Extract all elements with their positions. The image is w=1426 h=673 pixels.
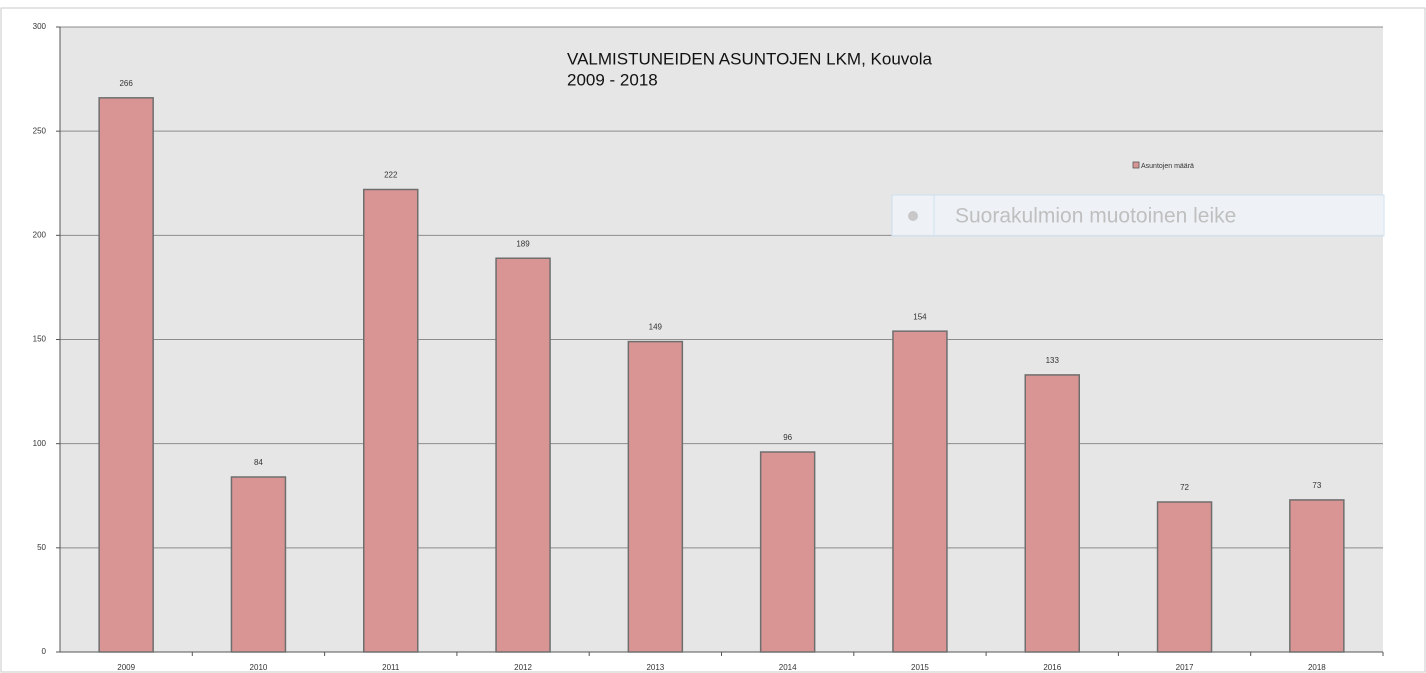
x-tick-label: 2009	[117, 663, 135, 672]
x-tick-label: 2012	[514, 663, 532, 672]
x-tick-label: 2016	[1043, 663, 1061, 672]
x-tick-label: 2014	[779, 663, 797, 672]
y-tick-label: 0	[42, 647, 47, 656]
x-tick-label: 2015	[911, 663, 929, 672]
x-tick-label: 2011	[382, 663, 400, 672]
data-label: 189	[516, 239, 530, 248]
annotation: Suorakulmion muotoinen leike	[955, 205, 1236, 228]
bar	[363, 188, 419, 653]
bar	[759, 451, 816, 653]
data-label: 154	[913, 312, 927, 321]
x-tick-label: 2013	[646, 663, 664, 672]
data-label: 84	[254, 458, 263, 467]
data-label: 72	[1180, 483, 1189, 492]
bar	[1024, 374, 1080, 653]
y-tick-label: 150	[33, 335, 47, 344]
y-tick-label: 50	[37, 543, 46, 552]
legend-swatch	[1132, 161, 1140, 169]
bar	[892, 330, 948, 653]
bar	[1289, 499, 1345, 653]
data-label: 73	[1312, 481, 1321, 490]
y-tick-label: 250	[33, 126, 47, 135]
bar	[98, 97, 154, 653]
bar	[1156, 501, 1213, 653]
bar	[627, 340, 684, 653]
data-label: 266	[119, 79, 133, 88]
y-tick-label: 100	[33, 439, 47, 448]
legend-label: Asuntojen määrä	[1141, 163, 1194, 170]
snip-box	[891, 194, 1385, 237]
chart-subtitle: 2009 - 2018	[567, 70, 658, 89]
x-tick-label: 2017	[1176, 663, 1194, 672]
bar	[495, 257, 551, 653]
bar	[230, 476, 287, 653]
y-tick-label: 300	[33, 22, 47, 31]
data-label: 149	[649, 323, 663, 332]
chart-title: VALMISTUNEIDEN ASUNTOJEN LKM, Kouvola	[567, 49, 933, 68]
data-label: 96	[783, 433, 792, 442]
x-tick-label: 2018	[1308, 663, 1326, 672]
data-label: 222	[384, 171, 398, 180]
snip-icon	[908, 211, 918, 221]
data-label: 133	[1046, 356, 1060, 365]
x-tick-label: 2010	[250, 663, 268, 672]
y-tick-label: 200	[33, 230, 47, 239]
